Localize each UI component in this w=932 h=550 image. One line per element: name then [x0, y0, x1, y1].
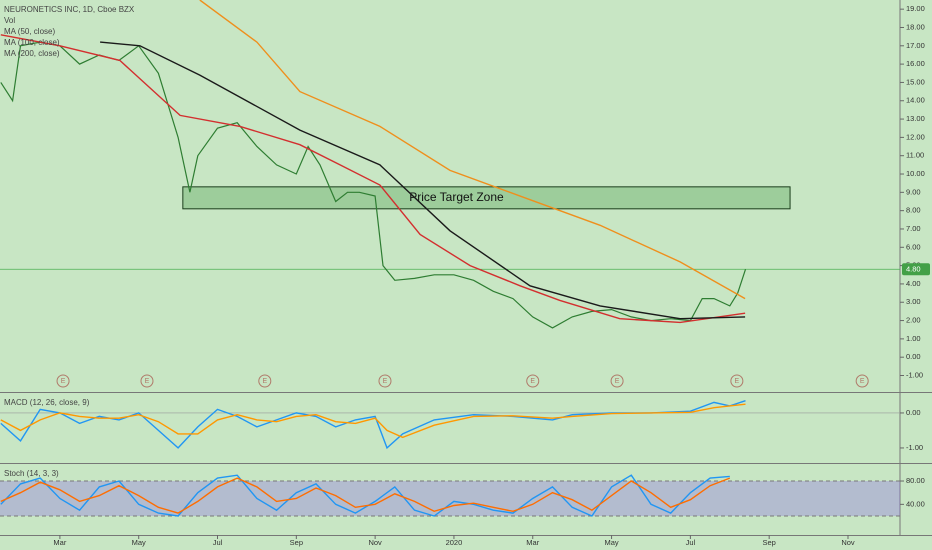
- y-tick-label: -1.00: [906, 443, 923, 452]
- y-tick-label: 2.00: [906, 316, 921, 325]
- series-line: [100, 41, 746, 320]
- y-tick-label: 12.00: [906, 132, 925, 141]
- pane-title: MACD (12, 26, close, 9): [4, 398, 90, 407]
- pane-title: NEURONETICS INC, 1D, Cboe BZX: [4, 5, 135, 14]
- earnings-marker: E: [526, 374, 540, 388]
- y-tick-label: 4.00: [906, 279, 921, 288]
- y-tick-label: 18.00: [906, 22, 925, 31]
- x-tick-label: Jul: [213, 538, 223, 547]
- x-tick-label: Mar: [53, 538, 66, 547]
- earnings-label: E: [530, 378, 535, 385]
- legend-entry: Vol: [4, 16, 15, 25]
- y-tick-label: 13.00: [906, 114, 925, 123]
- legend-entry: MA (100, close): [4, 38, 60, 47]
- earnings-label: E: [61, 378, 66, 385]
- y-tick-label: 80.00: [906, 476, 925, 485]
- y-tick-label: 19.00: [906, 4, 925, 13]
- series-line: [0, 41, 747, 329]
- earnings-marker: E: [610, 374, 624, 388]
- series-line: [199, 0, 746, 300]
- series-line: [0, 34, 746, 324]
- earnings-circle: [140, 374, 154, 388]
- y-tick-label: 9.00: [906, 187, 921, 196]
- y-tick-label: 7.00: [906, 224, 921, 233]
- y-tick-label: 14.00: [906, 96, 925, 105]
- y-tick-label: 15.00: [906, 77, 925, 86]
- y-tick-label: 8.00: [906, 206, 921, 215]
- y-tick-label: 0.00: [906, 408, 921, 417]
- x-tick-label: Sep: [762, 538, 775, 547]
- earnings-label: E: [383, 378, 388, 385]
- last-price-label: 4.80: [906, 264, 921, 273]
- y-tick-label: 0.00: [906, 352, 921, 361]
- earnings-marker: E: [56, 374, 70, 388]
- y-tick-label: 1.00: [906, 334, 921, 343]
- earnings-circle: [855, 374, 869, 388]
- y-tick-label: 3.00: [906, 297, 921, 306]
- legend-entry: MA (200, close): [4, 49, 60, 58]
- earnings-label: E: [860, 378, 865, 385]
- stoch-band: [0, 481, 900, 516]
- earnings-circle: [526, 374, 540, 388]
- y-tick-label: 16.00: [906, 59, 925, 68]
- earnings-marker: E: [378, 374, 392, 388]
- earnings-label: E: [262, 378, 267, 385]
- zone-label: Price Target Zone: [409, 190, 504, 204]
- earnings-marker: E: [730, 374, 744, 388]
- y-tick-label: -1.00: [906, 370, 923, 379]
- earnings-label: E: [615, 378, 620, 385]
- y-tick-label: 17.00: [906, 41, 925, 50]
- x-tick-label: May: [604, 538, 618, 547]
- y-tick-label: 11.00: [906, 151, 924, 160]
- x-tick-label: Sep: [290, 538, 303, 547]
- earnings-label: E: [145, 378, 150, 385]
- series-line: [0, 403, 746, 439]
- y-tick-label: 10.00: [906, 169, 925, 178]
- target-zone: [182, 186, 791, 210]
- earnings-circle: [56, 374, 70, 388]
- earnings-circle: [378, 374, 392, 388]
- earnings-circle: [610, 374, 624, 388]
- pane-title: Stoch (14, 3, 3): [4, 469, 59, 478]
- earnings-marker: E: [258, 374, 272, 388]
- y-tick-label: 40.00: [906, 499, 925, 508]
- x-tick-label: Nov: [841, 538, 855, 547]
- x-tick-label: Mar: [526, 538, 539, 547]
- series-line: [0, 477, 731, 514]
- last-price-tag: [902, 263, 930, 276]
- earnings-marker: E: [855, 374, 869, 388]
- x-tick-label: May: [132, 538, 146, 547]
- earnings-circle: [258, 374, 272, 388]
- y-tick-label: 6.00: [906, 242, 921, 251]
- series-line: [0, 474, 730, 517]
- x-tick-label: 2020: [446, 538, 463, 547]
- earnings-label: E: [735, 378, 740, 385]
- legend-entry: MA (50, close): [4, 27, 55, 36]
- earnings-marker: E: [140, 374, 154, 388]
- x-tick-label: Nov: [368, 538, 382, 547]
- earnings-circle: [730, 374, 744, 388]
- x-tick-label: Jul: [686, 538, 696, 547]
